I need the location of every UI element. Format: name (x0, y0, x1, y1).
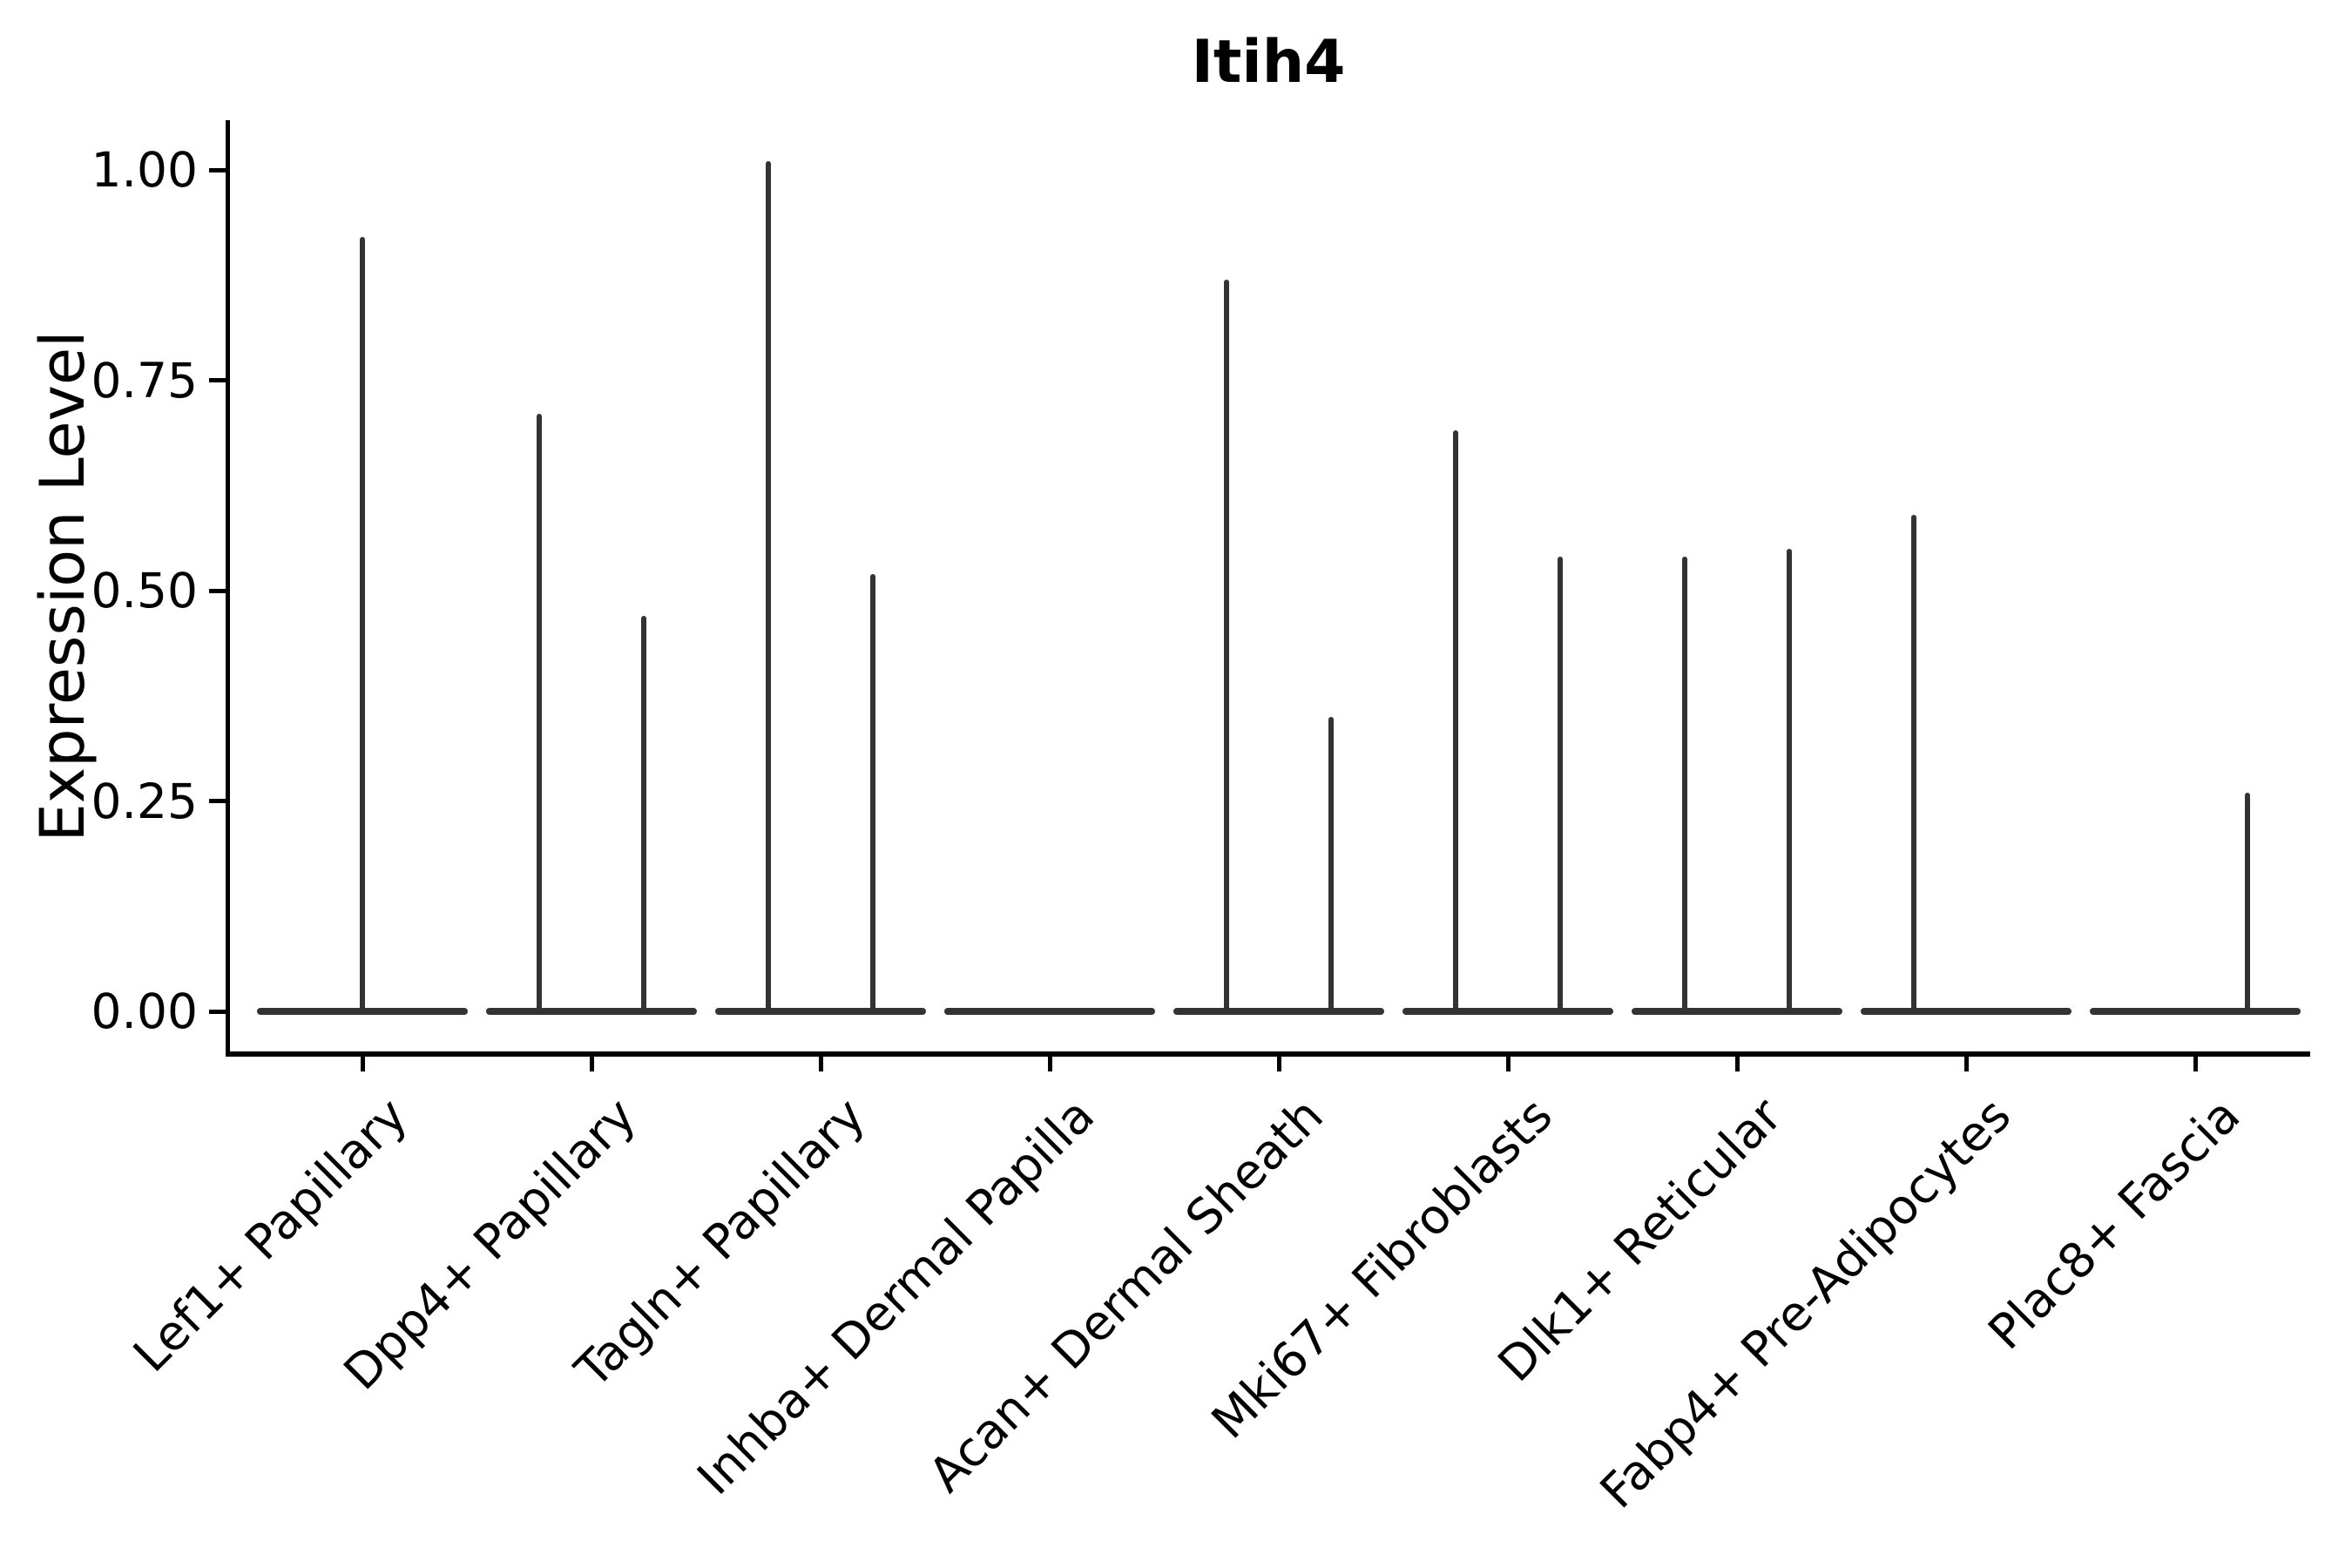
violin-spike (1224, 279, 1229, 1011)
x-tick (1734, 1054, 1740, 1071)
violin-baseline (715, 1008, 926, 1015)
violin-spike (1911, 515, 1916, 1011)
y-tick (209, 799, 228, 803)
violin-spike (1682, 557, 1687, 1011)
x-tick (589, 1054, 594, 1071)
violin-baseline (1173, 1008, 1384, 1015)
violin-spike (641, 615, 646, 1011)
x-tick (360, 1054, 365, 1071)
y-tick-label: 0.00 (91, 983, 198, 1039)
x-tick (1505, 1054, 1511, 1071)
y-tick-label: 0.25 (91, 773, 198, 829)
violin-spike (1328, 716, 1334, 1011)
violin-spike (1558, 557, 1563, 1011)
y-tick-label: 0.75 (91, 352, 198, 409)
violin-baseline (486, 1008, 697, 1015)
violin-spike (537, 414, 542, 1011)
violin-baseline (1861, 1008, 2072, 1015)
violin-spike (870, 573, 875, 1011)
chart-title: Itih4 (1191, 28, 1346, 97)
x-tick (1963, 1054, 1969, 1071)
y-tick (209, 167, 228, 172)
x-tick-label: Inhba+ Dermal Papilla (686, 1087, 1105, 1506)
violin-spike (2245, 792, 2250, 1011)
violin-baseline (257, 1008, 468, 1015)
y-tick-label: 0.50 (91, 563, 198, 618)
x-tick-label: Acan+ Dermal Sheath (918, 1087, 1335, 1504)
x-tick (2193, 1054, 2198, 1071)
y-tick-label: 1.00 (91, 142, 198, 198)
x-tick (1047, 1054, 1052, 1071)
violin-baseline (2090, 1008, 2301, 1015)
y-tick (209, 1009, 228, 1014)
y-tick (209, 588, 228, 593)
violin-baseline (1402, 1008, 1613, 1015)
violin-baseline (944, 1008, 1155, 1015)
violin-spike (360, 237, 365, 1011)
x-tick (818, 1054, 823, 1071)
violin-spike (1787, 548, 1792, 1011)
violin-spike (766, 161, 771, 1011)
violin-baseline (1632, 1008, 1842, 1015)
x-tick (1276, 1054, 1281, 1071)
y-tick (209, 378, 228, 382)
x-tick-label: Fabp4+ Pre-Adipocytes (1589, 1087, 2022, 1519)
x-axis-line (226, 1051, 2310, 1057)
violin-spike (1453, 430, 1458, 1011)
